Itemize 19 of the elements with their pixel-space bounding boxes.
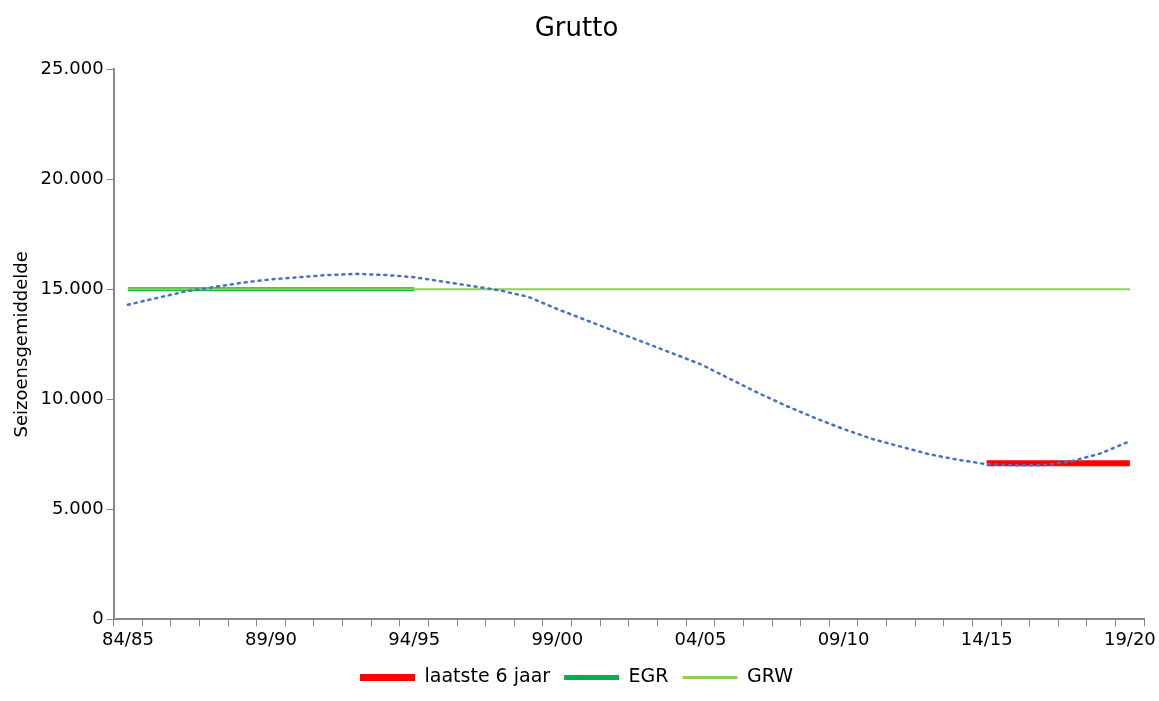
y-tick-label: 0 — [92, 607, 104, 629]
x-tick-label: 14/15 — [960, 627, 1013, 649]
y-axis-title: Seizoensgemiddelde — [10, 251, 32, 438]
y-tick-label: 5.000 — [52, 497, 104, 519]
y-tick-label: 25.000 — [40, 56, 104, 78]
legend-label: GRW — [747, 664, 794, 687]
x-tick-label: 84/85 — [101, 627, 154, 649]
x-tick-label: 94/95 — [388, 627, 441, 649]
x-tick-label: 89/90 — [245, 627, 297, 649]
x-tick-label: 04/05 — [674, 627, 727, 649]
legend-label: laatste 6 jaar — [424, 664, 551, 687]
y-tick-label: 15.000 — [40, 276, 104, 298]
chart-title: Grutto — [534, 12, 619, 43]
x-tick-label: 19/20 — [1103, 627, 1156, 649]
y-tick-label: 10.000 — [40, 386, 104, 408]
x-tick-label: 09/10 — [817, 627, 870, 649]
y-tick-label: 20.000 — [40, 166, 104, 188]
x-tick-label: 99/00 — [531, 627, 584, 649]
legend-label: EGR — [628, 664, 669, 687]
